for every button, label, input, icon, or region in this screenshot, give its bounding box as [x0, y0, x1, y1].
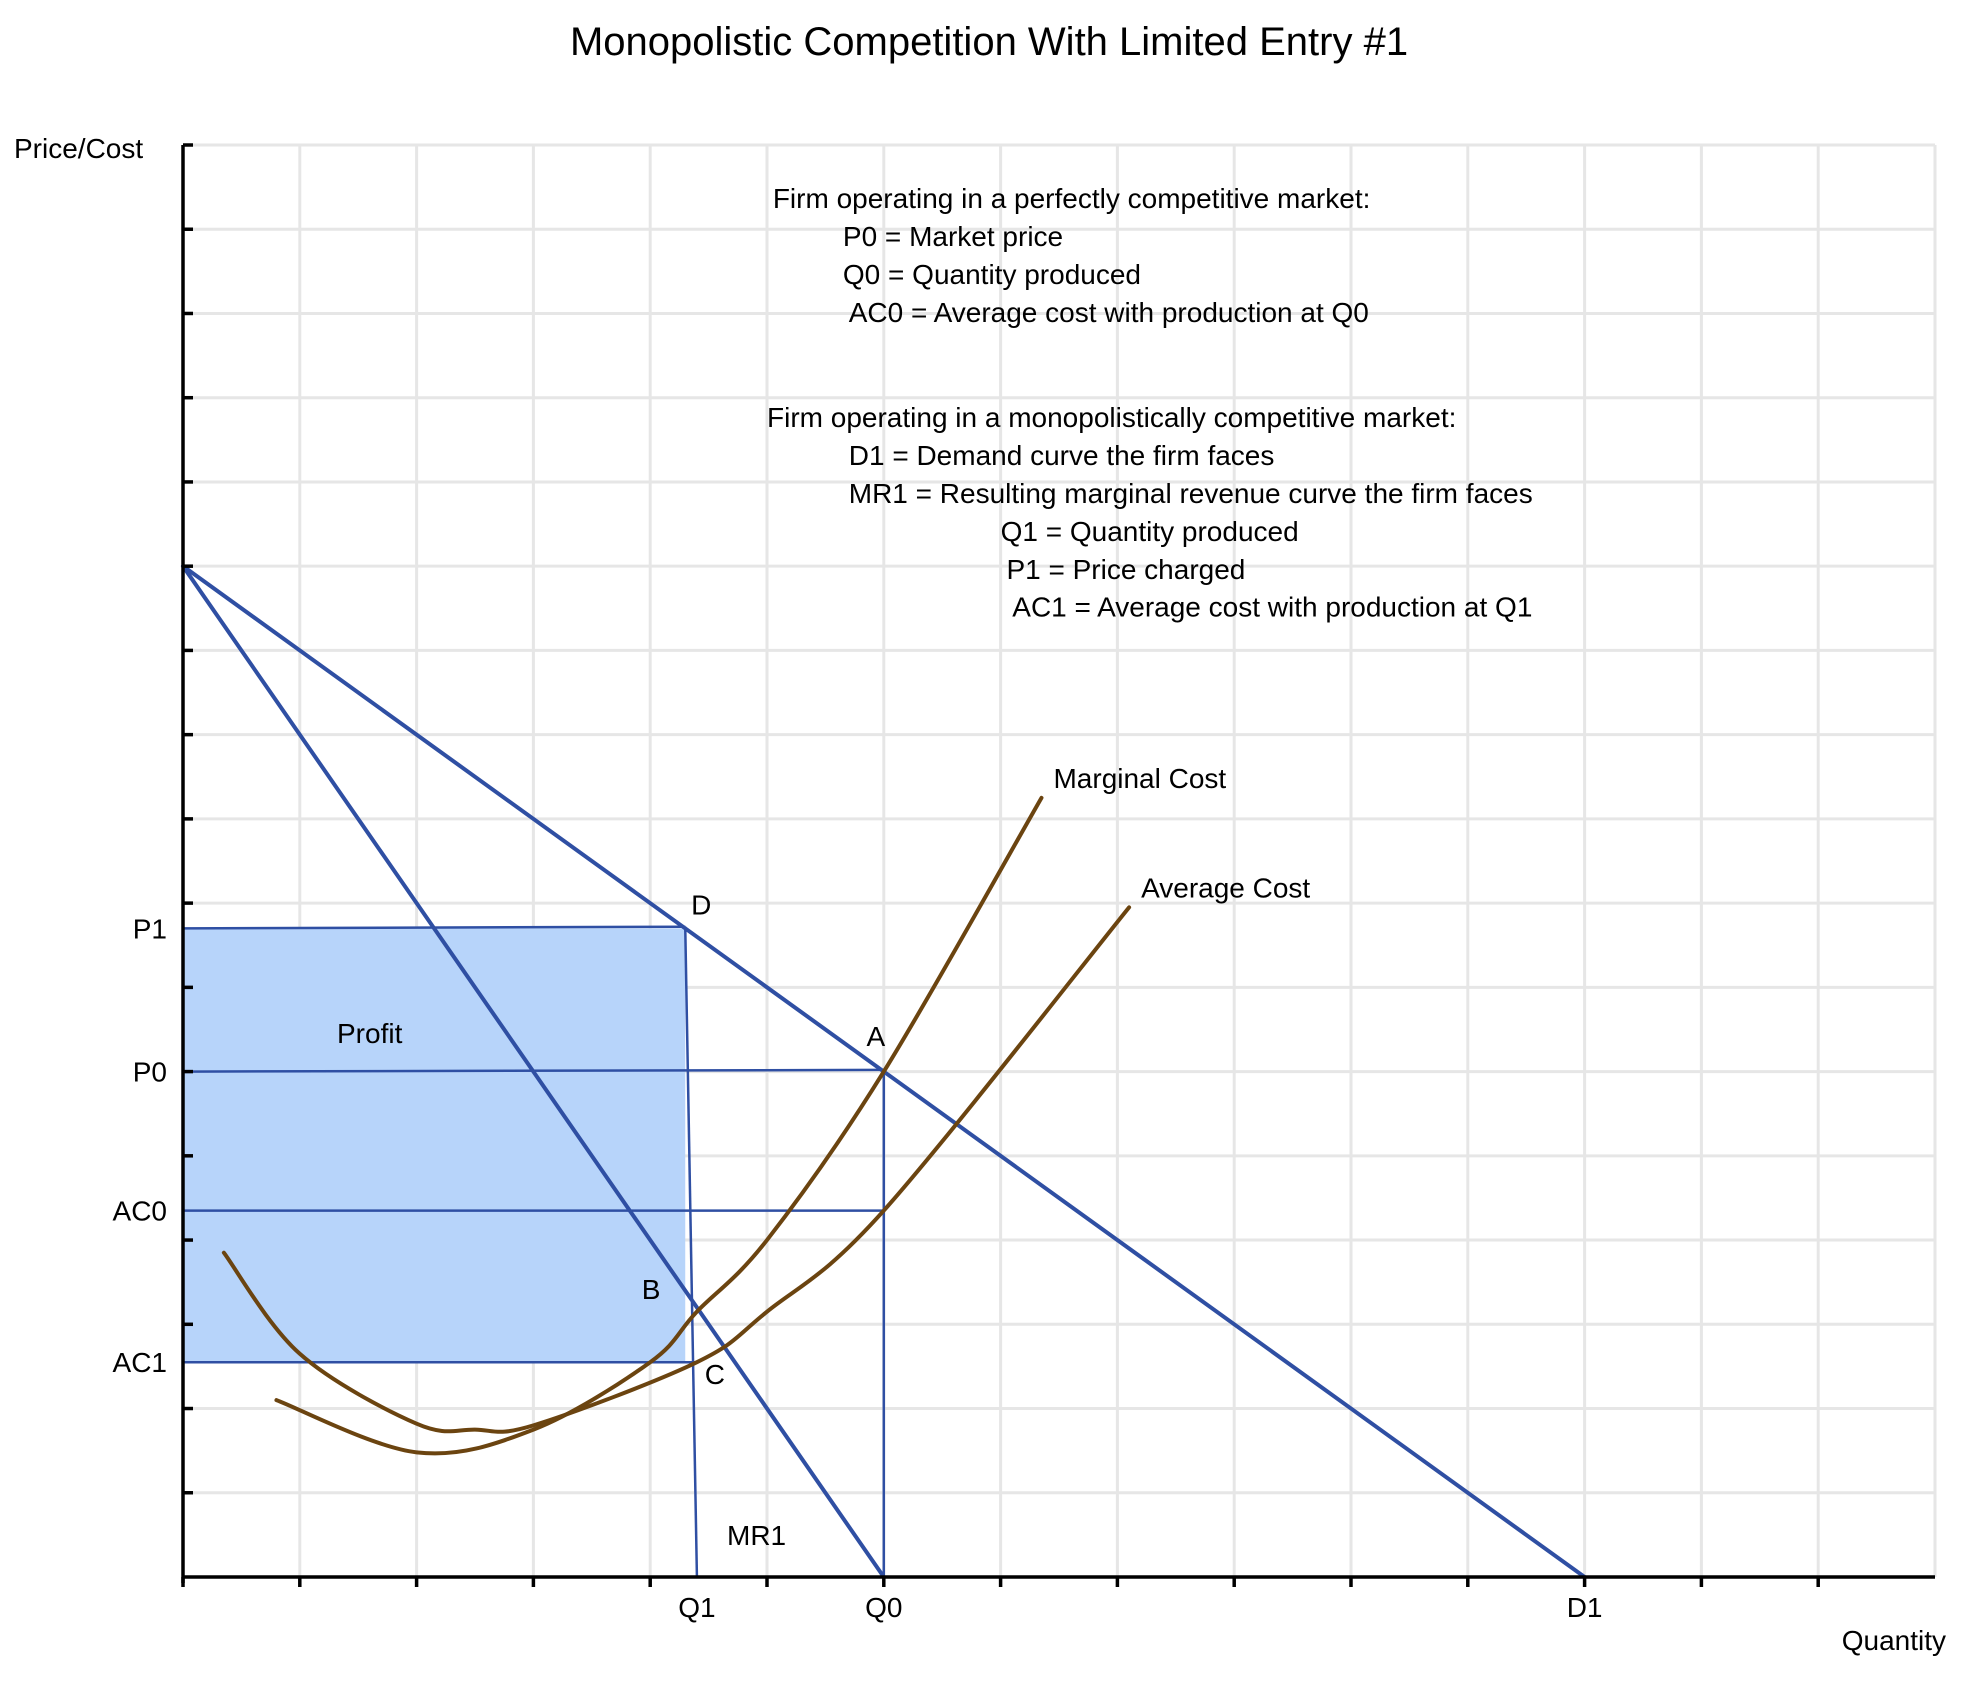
x-tick-label-q0: Q0: [865, 1592, 902, 1623]
y-tick-label-p1: P1: [133, 913, 167, 944]
labels-layer: Q1 Q0 D1 P1 P0 AC0 AC1 D A B C Marginal Cost Average…: [113, 183, 1603, 1623]
chart-title: Monopolistic Competition With Limited En…: [570, 20, 1408, 64]
reference-line: [683, 926, 699, 1578]
annotation-line: AC0 = Average cost with production at Q0: [849, 297, 1369, 328]
x-tick-label-q1: Q1: [678, 1592, 715, 1623]
annotation-line: D1 = Demand curve the firm faces: [849, 440, 1275, 471]
profit-label: Profit: [337, 1018, 403, 1049]
annotation-line: P0 = Market price: [843, 221, 1063, 252]
annotation-line: MR1 = Resulting marginal revenue curve t…: [849, 478, 1533, 509]
x-tick-label-d1: D1: [1567, 1592, 1603, 1623]
profit-region: [183, 928, 686, 1363]
axes: [181, 143, 1935, 1587]
series-marginal-cost: [274, 795, 1044, 1456]
curve-label-mr1: MR1: [727, 1520, 786, 1551]
point-label-b: B: [642, 1274, 661, 1305]
y-axis-label: Price/Cost: [14, 133, 143, 164]
series-mr1: [181, 564, 886, 1579]
y-tick-label-ac0: AC0: [113, 1196, 167, 1227]
annotation-line: Q0 = Quantity produced: [843, 259, 1141, 290]
annotation-line: Firm operating in a perfectly competitiv…: [773, 183, 1371, 214]
point-label-c: C: [705, 1359, 725, 1390]
annotation-line: AC1 = Average cost with production at Q1: [1012, 592, 1532, 623]
y-tick-label-ac1: AC1: [113, 1347, 167, 1378]
curve-label-average-cost: Average Cost: [1141, 872, 1310, 903]
point-label-d: D: [691, 890, 711, 921]
annotation-line: P1 = Price charged: [1006, 554, 1245, 585]
annotation-line: Firm operating in a monopolistically com…: [767, 402, 1456, 433]
curve-label-marginal-cost: Marginal Cost: [1053, 763, 1226, 794]
y-tick-label-p0: P0: [133, 1057, 167, 1088]
series-average-cost: [221, 905, 1132, 1434]
grid: [183, 143, 1937, 1577]
point-label-a: A: [866, 1021, 885, 1052]
annotation-line: Q1 = Quantity produced: [1001, 516, 1299, 547]
series-layer: [181, 564, 1587, 1579]
x-axis-label: Quantity: [1842, 1625, 1946, 1656]
